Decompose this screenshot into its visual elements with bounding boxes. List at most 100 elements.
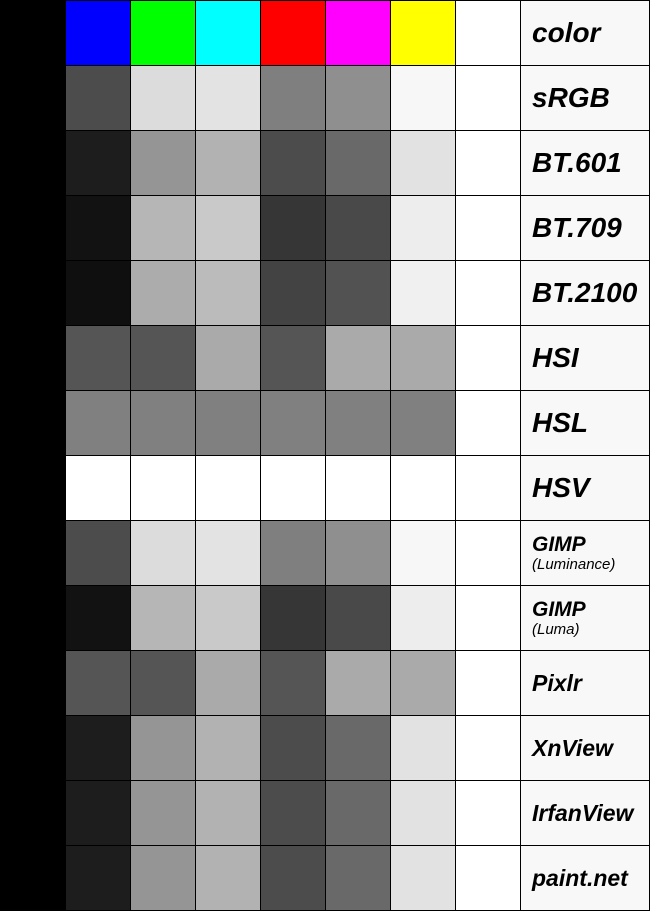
- swatch-cell: [65, 455, 131, 521]
- swatch-cell: [260, 650, 326, 716]
- swatch-cell: [455, 260, 521, 326]
- swatch-cell: [130, 390, 196, 456]
- swatch-cell: [390, 260, 456, 326]
- swatch-cell: [325, 520, 391, 586]
- swatch-cell: [260, 65, 326, 131]
- swatch-cell: [130, 845, 196, 911]
- row-label: BT.601: [520, 130, 650, 196]
- swatch-cell: [130, 715, 196, 781]
- row-label-text: HSV: [532, 472, 590, 503]
- row-label: IrfanView: [520, 780, 650, 846]
- swatch-cell: [130, 650, 196, 716]
- swatch-cell: [325, 0, 391, 66]
- row-label: BT.709: [520, 195, 650, 261]
- swatch-cell: [390, 715, 456, 781]
- swatch-cell: [65, 390, 131, 456]
- swatch-cell: [325, 325, 391, 391]
- swatch-cell: [195, 0, 261, 66]
- swatch-cell: [455, 650, 521, 716]
- row-label: HSV: [520, 455, 650, 521]
- swatch-cell: [260, 780, 326, 846]
- swatch-cell: [260, 325, 326, 391]
- row-label-text: GIMP: [532, 597, 586, 621]
- swatch-cell: [455, 715, 521, 781]
- swatch-cell: [325, 585, 391, 651]
- row-label: XnView: [520, 715, 650, 781]
- swatch-cell: [130, 520, 196, 586]
- swatch-cell: [260, 195, 326, 261]
- swatch-cell: [195, 325, 261, 391]
- swatch-cell: [260, 455, 326, 521]
- swatch-cell: [390, 0, 456, 66]
- swatch-cell: [65, 0, 131, 66]
- row-label: GIMP (Luma): [520, 585, 650, 651]
- swatch-cell: [195, 520, 261, 586]
- row-label-text: IrfanView: [532, 800, 634, 826]
- swatch-cell: [325, 195, 391, 261]
- swatch-cell: [195, 195, 261, 261]
- row-label-text: HSI: [532, 342, 579, 373]
- row-label-text: BT.709: [532, 212, 622, 243]
- swatch-cell: [260, 715, 326, 781]
- swatch-cell: [65, 520, 131, 586]
- row-label: BT.2100: [520, 260, 650, 326]
- swatch-cell: [260, 0, 326, 66]
- row-label-text: GIMP: [532, 532, 586, 556]
- swatch-cell: [325, 130, 391, 196]
- swatch-cell: [455, 390, 521, 456]
- row-label-text: XnView: [532, 735, 613, 761]
- swatch-cell: [130, 325, 196, 391]
- row-label-text: sRGB: [532, 82, 610, 113]
- swatch-cell: [65, 260, 131, 326]
- row-label-text: Pixlr: [532, 670, 582, 696]
- swatch-cell: [325, 455, 391, 521]
- swatch-cell: [130, 65, 196, 131]
- swatch-cell: [130, 585, 196, 651]
- swatch-cell: [455, 520, 521, 586]
- row-label: Pixlr: [520, 650, 650, 716]
- swatch-cell: [65, 780, 131, 846]
- row-label: GIMP (Luminance): [520, 520, 650, 586]
- swatch-cell: [195, 455, 261, 521]
- swatch-cell: [325, 260, 391, 326]
- swatch-cell: [65, 650, 131, 716]
- swatch-cell: [325, 650, 391, 716]
- row-label: HSI: [520, 325, 650, 391]
- swatch-cell: [65, 325, 131, 391]
- swatch-cell: [390, 325, 456, 391]
- swatch-cell: [130, 130, 196, 196]
- swatch-cell: [390, 845, 456, 911]
- swatch-cell: [390, 195, 456, 261]
- row-label-text: HSL: [532, 407, 588, 438]
- swatch-cell: [130, 780, 196, 846]
- swatch-cell: [390, 650, 456, 716]
- swatch-cell: [455, 0, 521, 66]
- swatch-cell: [65, 65, 131, 131]
- swatch-cell: [195, 260, 261, 326]
- swatch-cell: [65, 130, 131, 196]
- row-label-text: BT.601: [532, 147, 622, 178]
- row-label-text: BT.2100: [532, 277, 638, 308]
- swatch-cell: [390, 520, 456, 586]
- swatch-cell: [195, 65, 261, 131]
- swatch-cell: [455, 585, 521, 651]
- swatch-cell: [390, 390, 456, 456]
- swatch-cell: [325, 780, 391, 846]
- swatch-cell: [260, 390, 326, 456]
- swatch-cell: [195, 390, 261, 456]
- row-label: paint.net: [520, 845, 650, 911]
- swatch-cell: [455, 130, 521, 196]
- swatch-cell: [455, 195, 521, 261]
- swatch-cell: [130, 455, 196, 521]
- black-reference-column: [0, 0, 65, 911]
- swatch-cell: [390, 455, 456, 521]
- swatch-cell: [325, 390, 391, 456]
- row-label-text: paint.net: [532, 865, 628, 891]
- swatch-cell: [325, 715, 391, 781]
- row-label-text: color: [532, 17, 601, 48]
- swatch-cell: [260, 585, 326, 651]
- swatch-cell: [455, 65, 521, 131]
- swatch-cell: [455, 780, 521, 846]
- row-label: color: [520, 0, 650, 66]
- swatch-cell: [65, 845, 131, 911]
